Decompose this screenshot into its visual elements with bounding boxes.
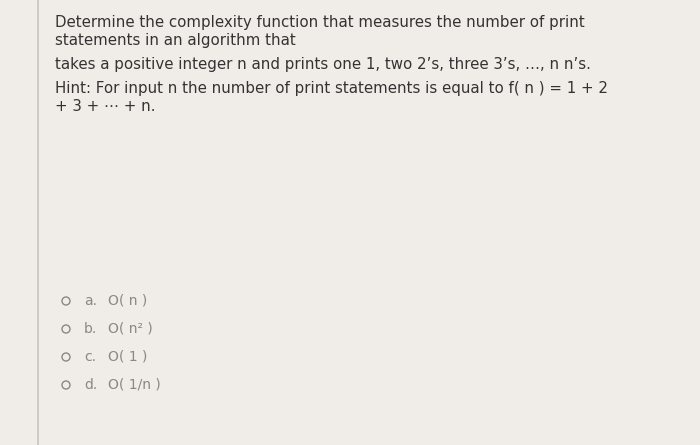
Text: O( n² ): O( n² ) <box>108 322 153 336</box>
Text: + 3 + ⋯ + n.: + 3 + ⋯ + n. <box>55 99 155 114</box>
Text: a.: a. <box>84 294 97 308</box>
Text: O( n ): O( n ) <box>108 294 147 308</box>
Text: b.: b. <box>84 322 97 336</box>
Text: d.: d. <box>84 378 97 392</box>
Text: Determine the complexity function that measures the number of print: Determine the complexity function that m… <box>55 15 584 30</box>
Text: statements in an algorithm that: statements in an algorithm that <box>55 33 295 48</box>
Text: Hint: For input n the number of print statements is equal to f( n ) = 1 + 2: Hint: For input n the number of print st… <box>55 81 608 96</box>
Text: O( 1 ): O( 1 ) <box>108 350 148 364</box>
Text: takes a positive integer n and prints one 1, two 2’s, three 3’s, …, n n’s.: takes a positive integer n and prints on… <box>55 57 591 72</box>
Text: O( 1/n ): O( 1/n ) <box>108 378 161 392</box>
Text: c.: c. <box>84 350 96 364</box>
